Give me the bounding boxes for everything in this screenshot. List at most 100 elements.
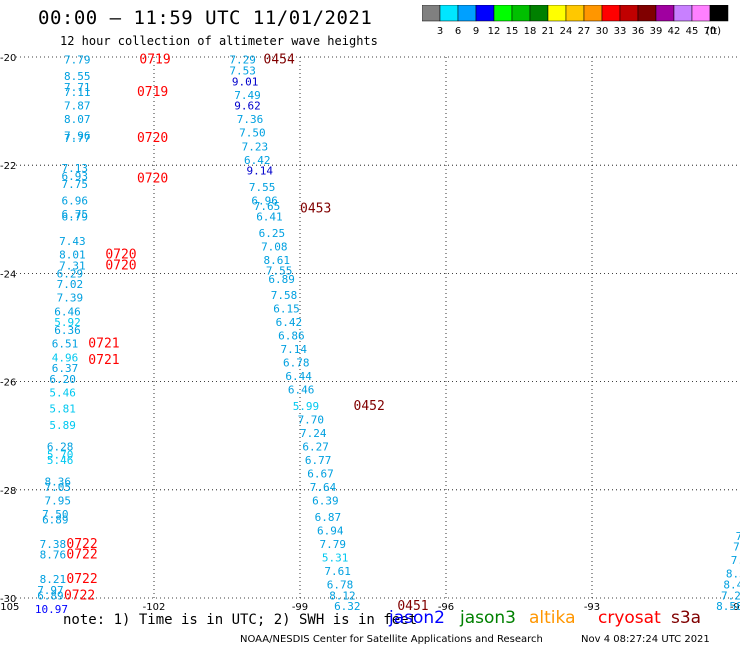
wave-height-label: 8.12: [329, 589, 356, 602]
wave-height-label: 9.14: [246, 165, 273, 178]
wave-height-label: 5.46: [49, 386, 76, 399]
x-tick-label: -105: [0, 602, 19, 613]
color-scale-tick-label: 39: [650, 26, 663, 37]
wave-height-label: 7.31: [59, 259, 86, 272]
satellite-legend-jason3: jason3: [460, 608, 516, 628]
wave-height-label: 6.86: [278, 330, 305, 343]
wave-height-label: 7.75: [62, 178, 89, 191]
footer-note: note: 1) Time is in UTC; 2) SWH is in fe…: [63, 612, 418, 628]
wave-height-label: 7.53: [229, 65, 256, 78]
wave-height-label: 7.14: [281, 343, 308, 356]
wave-height-label: 7.70: [298, 413, 325, 426]
wave-height-label: 7.38: [40, 538, 66, 551]
wave-height-label: 5.31: [322, 551, 349, 564]
color-scale-unit: (ft): [706, 26, 721, 37]
wave-height-label: 6.77: [305, 454, 332, 467]
wave-height-label: 4.96: [52, 351, 79, 364]
pass-time-label: 0454: [264, 53, 295, 68]
color-scale-tick-label: 3: [437, 26, 443, 37]
wave-height-label: 5.99: [293, 400, 320, 413]
satellite-legend-altika: altika: [529, 608, 576, 628]
wave-height-label: 7.96: [64, 129, 91, 142]
wave-height-label: 7.05: [45, 481, 72, 494]
wave-height-label: 7.08: [261, 240, 288, 253]
wave-height-label: 6.67: [307, 468, 334, 481]
color-scale-tick-label: 15: [506, 26, 519, 37]
wave-height-label: 6.28: [47, 441, 74, 454]
wave-height-label: 7.7: [736, 530, 740, 543]
wave-height-label: 7.79: [319, 538, 346, 551]
pass-time-label: 0720: [137, 172, 168, 187]
wave-height-label: 5.81: [49, 403, 76, 416]
wave-height-label: 6.46: [288, 384, 315, 397]
wave-height-label: 7.77: [64, 132, 91, 145]
wave-height-label: 6.32: [334, 600, 361, 613]
color-scale-legend: 3 6 9 12 15 18 21 24 27 30 33 36 39 42 45 70(ft): [422, 5, 729, 37]
color-swatch: [709, 5, 729, 22]
chart-subtitle: 12 hour collection of altimeter wave hei…: [60, 34, 378, 48]
wave-height-label: 8.36: [45, 476, 72, 489]
wave-height-label: 6.20: [49, 373, 76, 386]
wave-height-label: 7.87: [64, 100, 91, 113]
wave-height-label: 6.96: [62, 194, 89, 207]
y-tick-label: -26: [0, 378, 16, 389]
wave-height-label: 7.55: [266, 265, 293, 278]
wave-height-label: 6.89: [37, 589, 64, 602]
wave-height-label: 9.01: [232, 75, 259, 88]
wave-height-label: 6.94: [317, 524, 344, 537]
color-scale-tick-label: 33: [614, 26, 627, 37]
pass-time-label: 0453: [300, 201, 331, 216]
wave-height-label: 8.58: [716, 600, 740, 613]
pass-time-label: 0451: [397, 599, 428, 614]
pass-time-label: 0719: [139, 53, 170, 68]
wave-height-label: 8.61: [264, 254, 291, 267]
wave-height-label: 10.97: [35, 603, 68, 616]
wave-height-label: 7.43: [59, 235, 86, 248]
wave-height-label: 7.58: [271, 289, 298, 302]
wave-height-label: 7.29: [229, 54, 256, 67]
wave-height-label: 7.50: [42, 508, 69, 521]
color-scale-tick-label: 27: [578, 26, 591, 37]
pass-time-label: 0722: [66, 537, 97, 552]
wave-height-label: 8.01: [59, 248, 86, 261]
color-scale-tick-label: 70: [704, 26, 717, 37]
generated-date: Nov 4 08:27:24 UTC 2021: [581, 634, 710, 645]
wave-height-label: 6.27: [302, 441, 329, 454]
x-tick-label: -93: [584, 602, 600, 613]
pass-time-label: 0720: [137, 131, 168, 146]
wave-height-label: 6.29: [57, 267, 84, 280]
pass-time-label: 0721: [88, 337, 119, 352]
color-scale-tick-label: 30: [596, 26, 609, 37]
satellite-legend-cryosat: cryosat: [598, 608, 661, 628]
wave-height-label: 6.15: [273, 303, 300, 316]
wave-height-label: 6.36: [54, 324, 81, 337]
wave-height-label: 7.27: [721, 589, 740, 602]
y-tick-label: -30: [0, 594, 16, 605]
wave-height-label: 7.02: [57, 278, 84, 291]
wave-height-label: 7.55: [249, 181, 276, 194]
wave-height-label: 6.89: [42, 514, 69, 527]
wave-height-label: 6.37: [52, 362, 79, 375]
pass-time-label: 0720: [105, 258, 136, 273]
wave-height-label: 6.39: [312, 495, 339, 508]
pass-time-label: 0720: [105, 247, 136, 262]
wave-height-label: 5.46: [47, 454, 74, 467]
x-tick-label: -102: [143, 602, 166, 613]
y-tick-label: -28: [0, 486, 16, 497]
wave-height-label: 7.39: [57, 292, 84, 305]
y-tick-label: -20: [0, 53, 16, 64]
wave-height-label: 6.96: [251, 194, 277, 207]
wave-height-label: 7.79: [64, 54, 91, 67]
color-scale-tick-label: 9: [473, 26, 479, 37]
wave-height-label: 6.42: [244, 154, 270, 167]
color-scale-tick-label: 12: [488, 26, 501, 37]
wave-height-label: 7.49: [234, 89, 260, 102]
color-scale-tick-label: 18: [524, 26, 537, 37]
wave-height-label: 6.44: [285, 370, 312, 383]
credit-line: NOAA/NESDIS Center for Satellite Applica…: [240, 634, 543, 645]
wave-height-label: 7.13: [62, 162, 89, 175]
wave-height-label: 6.25: [259, 227, 286, 240]
wave-height-label: 6.79: [62, 211, 89, 224]
wave-height-label: 7.71: [64, 81, 91, 94]
